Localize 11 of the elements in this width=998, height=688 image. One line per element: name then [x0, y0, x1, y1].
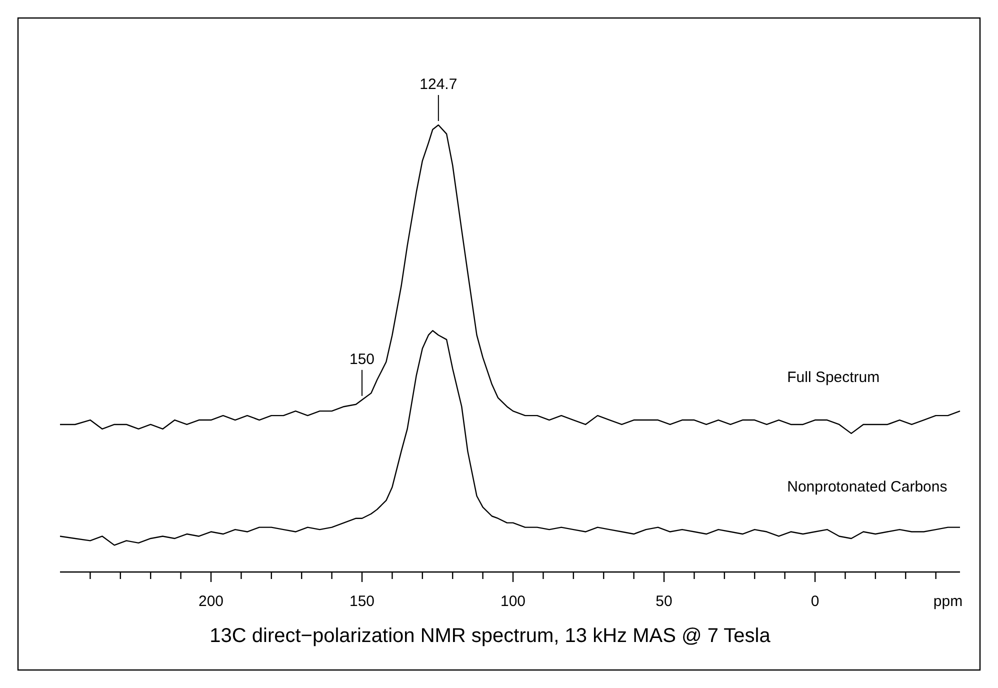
text: Full Spectrum [787, 369, 880, 386]
x-tick-label: 50 [656, 593, 672, 610]
x-tick-label: 100 [500, 593, 526, 610]
annotation: 150 [350, 350, 375, 368]
annotation: 124.7 [420, 76, 458, 93]
x-tick-label: 150 [350, 593, 375, 610]
x-tick-label: 200 [198, 593, 224, 610]
x-tick-label: 0 [810, 593, 820, 610]
x-axis-title: ppm [933, 593, 963, 610]
text: Nonprotonated Carbons [787, 478, 948, 496]
text: 13C direct−polarization NMR spectrum, 13 kHz MAS @ 7 Tesla [210, 625, 772, 647]
